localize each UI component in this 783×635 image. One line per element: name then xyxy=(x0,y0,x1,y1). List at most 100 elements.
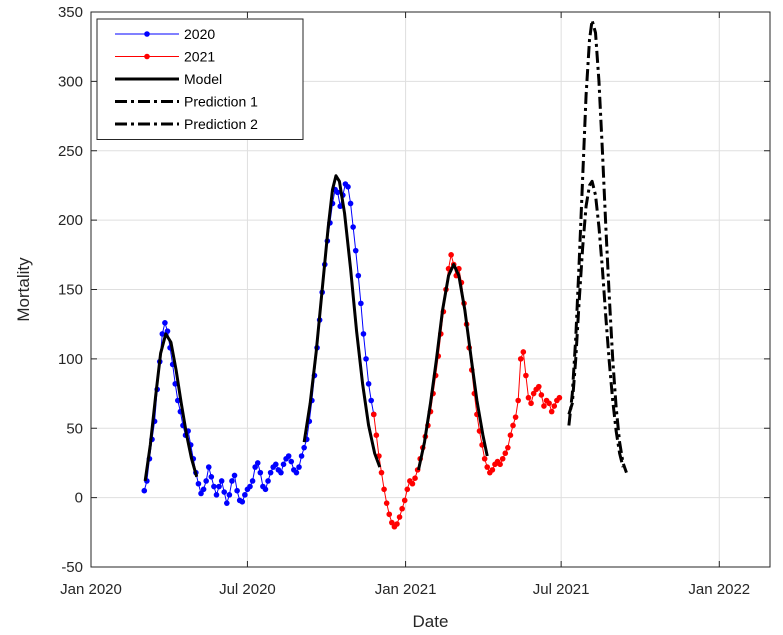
data-point xyxy=(386,511,393,518)
data-point xyxy=(345,184,351,190)
data-point xyxy=(489,467,496,473)
data-point xyxy=(224,500,230,506)
data-point xyxy=(370,411,377,418)
data-point xyxy=(378,469,385,476)
data-point xyxy=(141,487,148,494)
data-point xyxy=(162,320,168,326)
data-point xyxy=(515,397,521,404)
y-tick-label: 50 xyxy=(66,420,83,437)
data-point xyxy=(293,469,300,476)
data-point xyxy=(499,455,506,462)
series-line-prediction-2 xyxy=(567,179,625,468)
data-point xyxy=(448,252,454,258)
data-point xyxy=(394,521,400,527)
data-point xyxy=(337,203,344,210)
data-point xyxy=(239,498,246,505)
data-point xyxy=(262,486,269,493)
data-point xyxy=(551,403,558,409)
data-point xyxy=(231,472,238,479)
data-point xyxy=(523,372,529,379)
data-point xyxy=(530,390,537,397)
data-point xyxy=(546,400,552,407)
legend-label-prediction-1: Prediction 1 xyxy=(184,94,258,110)
series-prediction-2 xyxy=(567,179,625,468)
data-point xyxy=(267,469,274,476)
data-point xyxy=(195,480,202,487)
data-point xyxy=(358,300,364,307)
axis-ticks: Jan 2020 Jul 2020 Jan 2021 Jul 2021 Jan 2022… xyxy=(58,4,770,598)
y-tick-label: 250 xyxy=(58,143,83,160)
data-point xyxy=(360,331,367,337)
y-tick-label: 150 xyxy=(58,282,83,299)
data-point xyxy=(520,349,527,355)
x-tick-label: Jul 2020 xyxy=(219,581,276,598)
data-point xyxy=(383,500,390,506)
data-point xyxy=(200,486,207,493)
data-point xyxy=(396,514,403,520)
series-line-2020 xyxy=(143,183,375,504)
y-tick-label: 300 xyxy=(58,73,83,90)
data-point xyxy=(505,444,511,451)
data-point xyxy=(296,464,302,470)
data-point xyxy=(484,464,491,470)
data-point xyxy=(412,475,418,482)
series-2020 xyxy=(141,181,377,506)
x-axis-label: Date xyxy=(413,612,449,631)
data-point xyxy=(213,492,220,498)
data-point xyxy=(497,461,503,468)
data-point xyxy=(208,474,215,480)
data-point xyxy=(278,469,284,476)
data-point xyxy=(510,422,516,429)
data-point xyxy=(216,483,222,490)
data-point xyxy=(399,505,405,512)
data-point xyxy=(218,478,225,484)
legend-label-model: Model xyxy=(184,71,222,87)
series-2021 xyxy=(370,252,563,530)
data-point xyxy=(257,469,264,476)
data-point xyxy=(352,247,359,254)
data-point xyxy=(280,461,287,468)
data-point xyxy=(409,480,416,487)
data-point xyxy=(363,356,369,362)
y-tick-label: -50 xyxy=(61,559,83,576)
series-line-model xyxy=(302,174,382,468)
y-tick-label: 0 xyxy=(75,490,83,507)
x-tick-label: Jan 2021 xyxy=(375,581,437,598)
data-point xyxy=(355,272,362,279)
data-point xyxy=(502,450,509,457)
series-line-model xyxy=(417,263,489,471)
data-point xyxy=(285,453,292,459)
data-point xyxy=(368,397,374,404)
data-point xyxy=(272,461,279,468)
data-point xyxy=(556,394,563,401)
y-tick-label: 200 xyxy=(58,212,83,229)
data-point xyxy=(226,492,233,498)
data-point xyxy=(265,478,271,484)
data-point xyxy=(211,483,217,490)
data-point xyxy=(159,331,166,337)
data-point xyxy=(365,381,372,387)
data-point xyxy=(525,394,532,401)
data-point xyxy=(548,408,555,415)
data-point xyxy=(536,383,542,390)
y-axis-label: Mortality xyxy=(14,257,33,322)
legend-label-2021: 2021 xyxy=(184,49,215,65)
data-point xyxy=(517,356,524,362)
data-point xyxy=(252,464,258,470)
data-point xyxy=(373,432,380,438)
data-point xyxy=(347,200,354,207)
data-point xyxy=(254,460,261,466)
series-line-2021 xyxy=(373,254,560,528)
data-point xyxy=(350,224,356,230)
series-line-model xyxy=(143,332,199,482)
data-point xyxy=(401,497,408,504)
x-tick-label: Jan 2022 xyxy=(688,581,750,598)
series-model xyxy=(143,174,489,482)
data-point xyxy=(205,464,212,470)
data-point xyxy=(507,432,514,438)
y-tick-label: 350 xyxy=(58,4,83,21)
data-point xyxy=(234,487,240,494)
series-line-prediction-1 xyxy=(567,18,628,474)
x-tick-label: Jul 2021 xyxy=(533,581,590,598)
data-point xyxy=(381,486,387,493)
